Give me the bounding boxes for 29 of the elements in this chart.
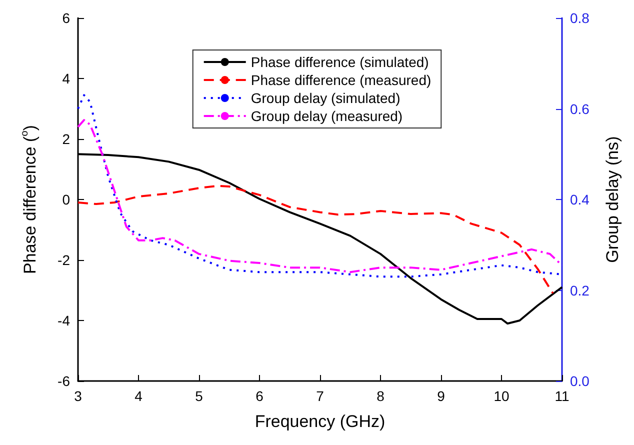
- y2-tick-label: 0.6: [570, 100, 590, 117]
- legend-label: Group delay (measured): [250, 108, 403, 124]
- x-tick-label: 11: [554, 388, 570, 404]
- y-tick-label: 0: [62, 192, 70, 208]
- legend-label: Group delay (simulated): [250, 90, 400, 106]
- legend-label: Phase difference (simulated): [250, 54, 429, 70]
- y2-tick-label: 0.4: [570, 192, 590, 208]
- y-tick-label: 6: [62, 10, 70, 26]
- y-tick-label: 4: [62, 70, 70, 86]
- y-tick-label: 2: [62, 131, 70, 147]
- x-tick-label: 3: [74, 388, 82, 404]
- x-tick-label: 8: [376, 388, 385, 404]
- y2-tick-label: 0.8: [570, 10, 590, 26]
- y2-tick-label: 0.0: [570, 373, 590, 389]
- legend-label: Phase difference (measured): [250, 72, 432, 88]
- x-tick-label: 7: [316, 388, 324, 404]
- line-series: [77, 184, 554, 294]
- x-axis-title: Frequency (GHz): [254, 412, 386, 431]
- y2-axis-title: Group delay (ns): [603, 136, 622, 263]
- y2-tick-label: 0.2: [570, 282, 590, 298]
- y-tick-label: -4: [58, 312, 70, 328]
- x-tick-label: 5: [195, 388, 204, 404]
- y-axis-title: Phase difference (o): [20, 125, 40, 274]
- y-tick-label: -2: [58, 252, 70, 268]
- x-tick-label: 4: [134, 388, 143, 404]
- x-tick-label: 9: [437, 388, 446, 404]
- y-tick-label: -6: [58, 373, 70, 389]
- x-tick-label: 10: [494, 388, 510, 404]
- x-tick-label: 6: [256, 388, 264, 404]
